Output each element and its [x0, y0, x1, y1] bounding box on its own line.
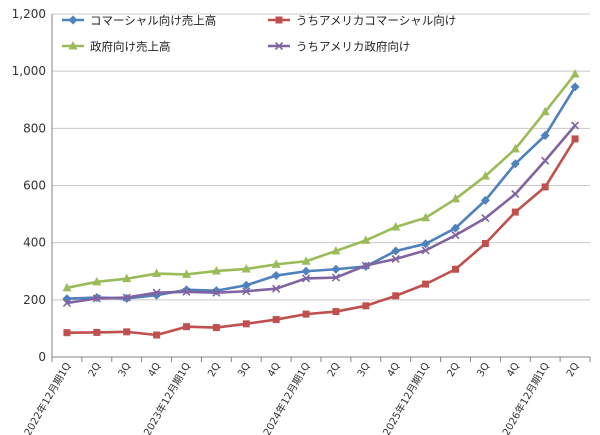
series-line: [66, 73, 577, 290]
data-point: [570, 69, 580, 78]
series-lines: [62, 69, 580, 339]
data-point: [212, 288, 221, 297]
data-point: [301, 274, 311, 283]
legend-item: うちアメリカコマーシャル向け: [268, 14, 456, 28]
data-point: [571, 135, 579, 143]
data-point: [301, 256, 311, 265]
data-point: [272, 284, 281, 293]
data-point: [62, 298, 72, 308]
y-tick-label: 200: [23, 293, 46, 307]
data-point: [62, 282, 72, 292]
data-point: [153, 331, 161, 339]
series-line: [66, 86, 577, 300]
y-tick-label: 1,000: [12, 64, 46, 78]
data-point: [92, 294, 101, 303]
axes: [51, 14, 591, 362]
data-point: [212, 324, 220, 332]
data-point: [182, 269, 191, 278]
data-point: [570, 121, 580, 130]
data-point: [122, 273, 132, 283]
legend-marker: [68, 41, 78, 50]
data-point: [391, 246, 401, 256]
legend-item: コマーシャル向け売上高: [62, 14, 216, 28]
data-point: [361, 261, 370, 270]
data-point: [63, 329, 71, 337]
data-point: [242, 287, 251, 296]
data-point: [422, 280, 430, 288]
data-point: [332, 308, 340, 316]
data-point: [361, 235, 371, 244]
data-point: [242, 320, 250, 328]
legend-marker: [68, 15, 78, 25]
y-tick-label: 400: [23, 236, 46, 250]
series-line: [66, 138, 577, 337]
data-point: [392, 292, 400, 300]
data-point: [391, 221, 401, 231]
data-point: [451, 193, 460, 203]
data-point: [331, 273, 341, 282]
data-point: [182, 287, 191, 296]
data-point: [122, 293, 131, 302]
data-point: [510, 159, 520, 169]
data-point: [481, 214, 490, 223]
legend-label: うちアメリカコマーシャル向け: [296, 14, 456, 28]
data-point: [421, 212, 431, 222]
data-point: [92, 276, 102, 286]
data-point: [241, 263, 251, 273]
series-line: [66, 124, 577, 305]
legend-item: うちアメリカ政府向け: [268, 40, 410, 54]
data-point: [451, 223, 460, 233]
data-point: [331, 245, 341, 255]
data-point: [540, 130, 550, 140]
legend-marker: [274, 41, 284, 51]
data-point: [331, 264, 341, 274]
series-4: [62, 121, 580, 308]
data-point: [541, 156, 550, 165]
data-point: [301, 266, 311, 276]
data-point: [451, 231, 460, 240]
y-tick-label: 800: [23, 121, 46, 135]
legend-marker: [275, 16, 283, 24]
data-point: [480, 171, 490, 180]
data-point: [570, 82, 580, 92]
data-point: [511, 208, 519, 216]
data-point: [271, 271, 281, 281]
data-point: [152, 288, 161, 297]
y-tick-label: 600: [23, 179, 46, 193]
y-tick-label: 0: [38, 350, 46, 364]
data-point: [362, 302, 370, 310]
data-point: [183, 323, 190, 331]
data-point: [391, 254, 400, 264]
legend-label: 政府向け売上高: [90, 40, 171, 54]
legend-label: うちアメリカ政府向け: [296, 40, 410, 54]
data-point: [123, 328, 131, 336]
data-point: [241, 280, 251, 290]
y-tick-label: 1,200: [12, 7, 46, 21]
series-2: [63, 135, 579, 339]
data-point: [510, 143, 520, 153]
data-point: [93, 328, 101, 336]
data-point: [481, 240, 489, 248]
data-point: [541, 183, 549, 191]
data-point: [421, 239, 431, 249]
data-point: [540, 106, 550, 116]
data-point: [511, 190, 520, 199]
data-point: [152, 268, 162, 278]
data-point: [271, 259, 281, 268]
legend-item: 政府向け売上高: [62, 40, 171, 54]
data-point: [452, 265, 459, 273]
data-point: [480, 195, 490, 205]
data-point: [211, 265, 221, 275]
data-point: [421, 246, 430, 255]
series-3: [62, 69, 580, 292]
legend-label: コマーシャル向け売上高: [90, 14, 216, 28]
data-point: [272, 316, 280, 324]
data-point: [302, 310, 310, 318]
gridlines: [52, 13, 590, 301]
series-1: [62, 82, 580, 304]
